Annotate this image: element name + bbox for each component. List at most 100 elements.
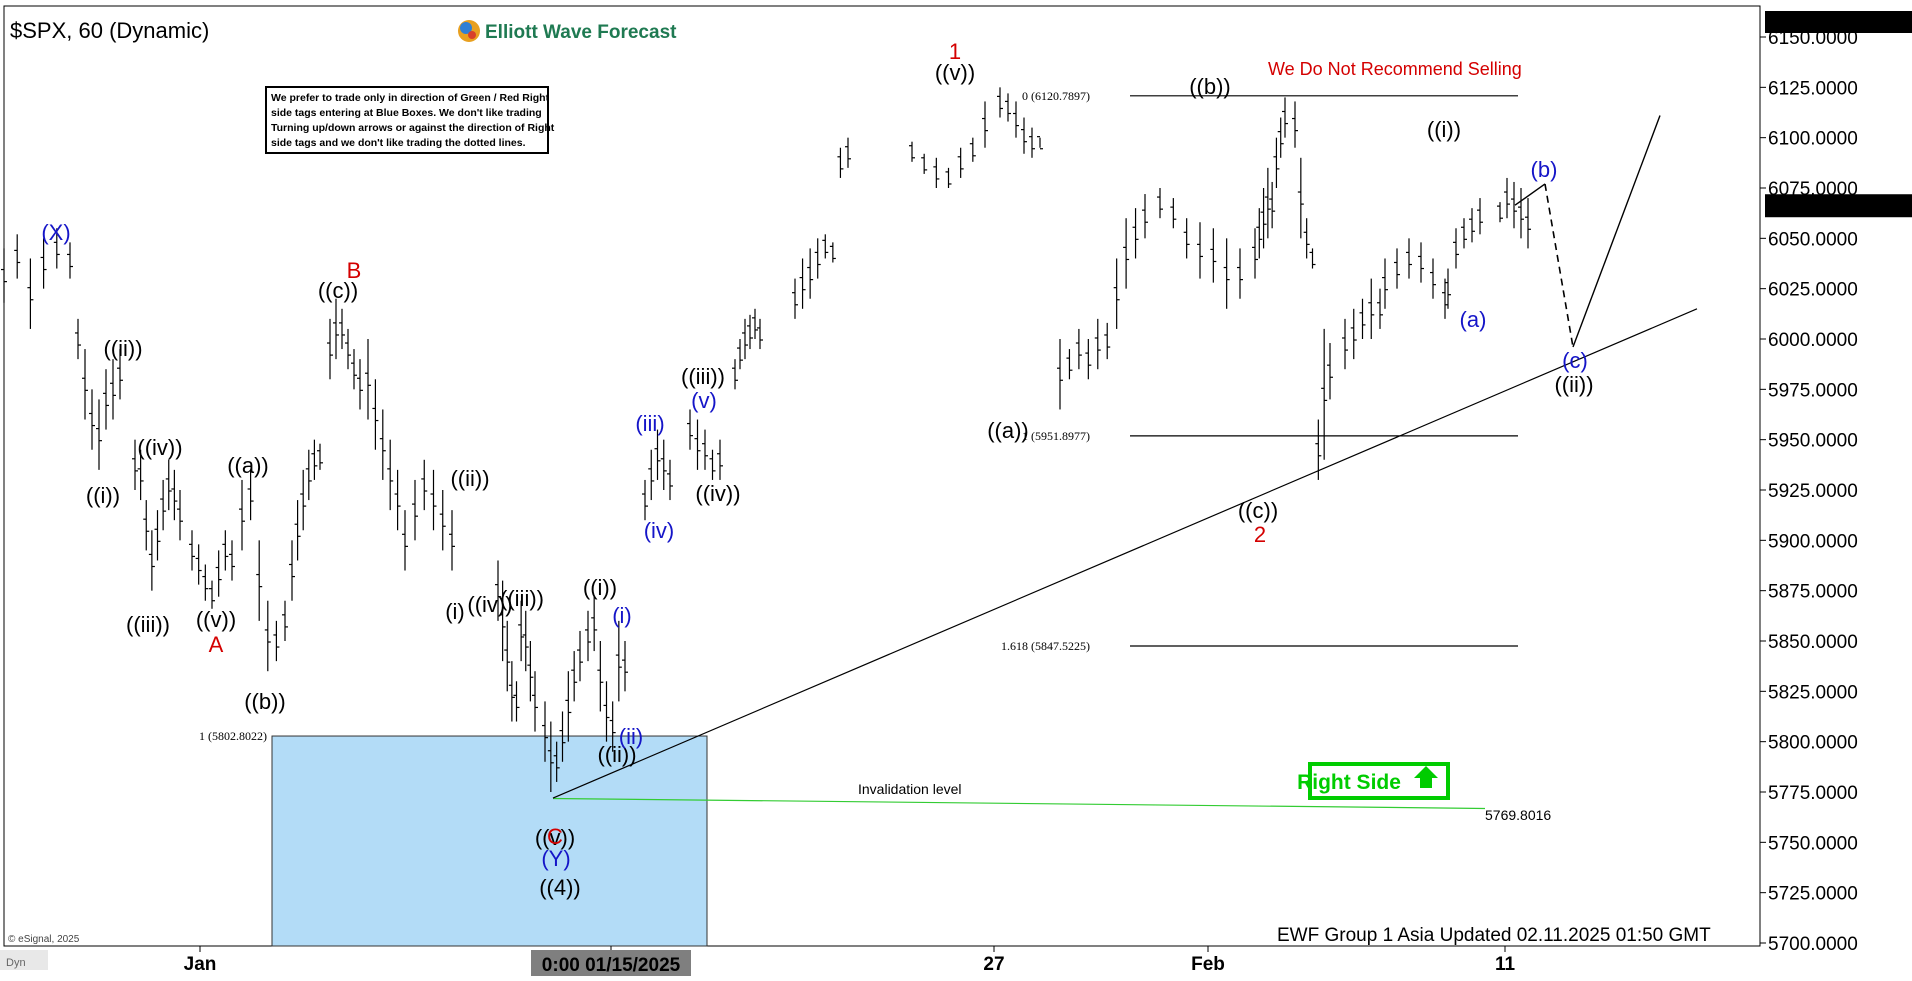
price-bar: [1309, 248, 1316, 269]
y-tick-label: 5925.0000: [1768, 481, 1858, 502]
price-bar: [1497, 202, 1503, 223]
wave-label: ((i)): [1427, 117, 1461, 142]
logo-text: Elliott Wave Forecast: [485, 22, 677, 43]
wave-label: ((c)): [1238, 498, 1278, 523]
wave-label: (v): [691, 388, 717, 413]
price-bar: [1075, 328, 1082, 370]
invalidation-value: 5769.8016: [1485, 807, 1551, 823]
x-tick-label: 27: [983, 954, 1004, 975]
invalidation-label: Invalidation level: [858, 781, 962, 797]
y-axis: 6150.00006125.00006100.00006075.00006050…: [1760, 11, 1912, 955]
wave-label: ((a)): [987, 418, 1029, 443]
price-bar: [282, 600, 288, 641]
projection-line: [1572, 115, 1661, 348]
price-bar: [148, 530, 155, 591]
price-bar: [412, 479, 418, 541]
price-bar: [547, 721, 554, 792]
arrow-up-icon: [1414, 766, 1438, 788]
price-bar: [357, 359, 363, 410]
y-tick-label: 6025.0000: [1768, 280, 1858, 301]
price-bar: [603, 681, 610, 742]
y-tick-label: 5950.0000: [1768, 431, 1858, 452]
price-bar: [1170, 198, 1177, 229]
price-bar: [430, 469, 437, 531]
price-bar: [1350, 308, 1357, 360]
price-bar: [1252, 228, 1258, 279]
price-bar: [609, 701, 616, 752]
wave-label: ((ii)): [103, 336, 142, 361]
price-bar: [229, 540, 235, 581]
y-tick-label: 6100.0000: [1768, 129, 1858, 150]
corner-tag: Dyn: [6, 957, 26, 969]
projection-line: [1514, 183, 1546, 206]
price-bar: [1394, 248, 1400, 289]
price-bar: [660, 439, 667, 490]
price-bar: [171, 469, 178, 521]
fib-label: 1 (5802.8022): [199, 729, 267, 743]
price-bar: [14, 234, 21, 279]
price-bar: [1157, 188, 1163, 219]
price-bar: [1315, 419, 1322, 480]
trend-lines: [552, 115, 1698, 810]
price-bar: [1210, 228, 1217, 283]
price-bar: [532, 671, 538, 732]
price-bar: [67, 242, 73, 279]
price-bar: [1292, 101, 1298, 148]
price-bar: [1104, 322, 1111, 360]
y-tick-label: 5725.0000: [1768, 884, 1858, 905]
price-bar: [565, 671, 572, 742]
price-bar: [559, 711, 566, 762]
price-bar: [160, 479, 167, 531]
price-bar: [317, 443, 323, 470]
wave-label: (Y): [541, 846, 570, 871]
price-bar: [1445, 268, 1451, 309]
price-bar: [933, 157, 940, 188]
invalidation-line: [552, 797, 1486, 810]
last-price-badge: [1765, 194, 1912, 218]
chart-title: $SPX, 60 (Dynamic): [10, 18, 209, 43]
price-bar: [365, 339, 371, 420]
wave-label: 1: [949, 39, 961, 64]
price-bar: [40, 238, 47, 289]
price-bar: [247, 469, 254, 521]
y-tick-label: 6150.0000: [1768, 28, 1858, 49]
x-tick-label: Feb: [1191, 954, 1225, 975]
y-tick-label: 6125.0000: [1768, 78, 1858, 99]
wave-labels: (X)((ii))((i))((iv))((iii)) ((v))A((a))((…: [41, 39, 1593, 900]
wave-label: ((iv)): [695, 481, 740, 506]
price-bar: [339, 308, 345, 350]
wave-label: ((ii)): [450, 466, 489, 491]
price-bar: [615, 620, 622, 702]
wave-label: C: [547, 824, 563, 849]
fib-label: 1 (5951.8977): [1022, 429, 1090, 443]
wave-label: ((a)): [227, 453, 269, 478]
price-bar: [449, 510, 455, 571]
copyright: © eSignal, 2025: [8, 934, 80, 945]
wave-label: (c): [1562, 348, 1588, 373]
wave-label: ((iii)): [681, 364, 725, 389]
price-bar: [495, 560, 501, 621]
wave-label: ((v)): [935, 60, 975, 85]
price-bar: [439, 490, 446, 551]
price-bar: [597, 641, 604, 712]
price-bar: [1477, 198, 1483, 235]
price-bar: [1525, 198, 1531, 249]
x-axis: Jan 0:00 01/15/2025 27 Feb 11: [184, 946, 1515, 976]
price-bar: [89, 389, 95, 450]
price-bar: [997, 87, 1003, 118]
price-bar: [642, 479, 648, 521]
price-bar: [814, 238, 821, 279]
price-bar: [837, 147, 844, 178]
logo: Elliott Wave Forecast: [458, 20, 677, 43]
price-bar: [732, 359, 738, 390]
price-bar: [137, 449, 144, 501]
wave-label: (iv): [644, 518, 675, 543]
update-stamp: EWF Group 1 Asia Updated 02.11.2025 01:5…: [1277, 925, 1711, 946]
price-bar: [82, 349, 88, 420]
price-bar: [1504, 177, 1510, 219]
wave-label: ((v)): [535, 825, 575, 850]
wave-label: ((c)): [318, 278, 358, 303]
price-bar: [351, 349, 357, 390]
price-bar: [921, 153, 928, 174]
